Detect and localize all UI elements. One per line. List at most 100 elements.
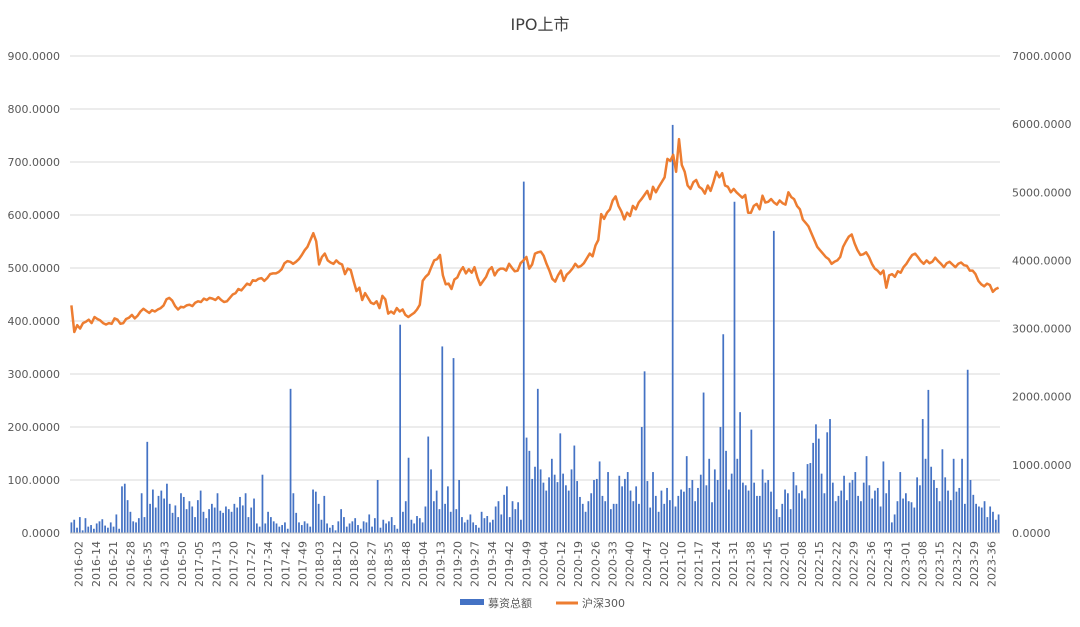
bar	[789, 509, 792, 533]
bar	[208, 509, 210, 533]
y-right-tick-label: 6000.0000	[1012, 118, 1072, 131]
bar	[101, 519, 104, 533]
bar	[573, 445, 576, 533]
x-tick-label: 2016-35	[142, 541, 155, 587]
x-tick-label: 2019-27	[469, 541, 482, 587]
bar	[123, 483, 126, 533]
x-tick-label: 2021-38	[744, 541, 757, 587]
bar	[744, 485, 747, 533]
bar	[907, 501, 910, 533]
bar	[267, 511, 269, 533]
bar	[188, 501, 191, 533]
bar	[132, 521, 135, 533]
bar	[219, 510, 222, 533]
bar	[143, 517, 146, 533]
bar	[660, 490, 663, 533]
bar	[233, 503, 236, 533]
bar	[227, 509, 230, 533]
bar	[522, 181, 525, 534]
bar	[933, 480, 935, 533]
bar	[404, 501, 407, 533]
bar	[713, 469, 716, 533]
bar	[118, 528, 121, 533]
bar	[657, 511, 660, 533]
bar	[368, 514, 371, 533]
x-tick-label: 2021-17	[693, 541, 706, 587]
bar	[579, 496, 581, 533]
y-left-tick-label: 300.0000	[8, 368, 61, 381]
bar	[317, 503, 320, 533]
legend-swatch-bar	[460, 599, 484, 605]
bar	[590, 493, 593, 533]
bar	[739, 412, 741, 533]
bar	[761, 469, 764, 533]
bar	[253, 498, 255, 533]
bar	[969, 480, 972, 533]
bar	[137, 518, 140, 533]
bar	[494, 506, 497, 533]
bar	[826, 432, 829, 533]
bar	[938, 501, 941, 533]
x-tick-label: 2020-04	[538, 541, 551, 587]
bar	[868, 485, 871, 533]
x-tick-label: 2017-42	[279, 541, 292, 587]
bar	[362, 521, 365, 533]
bar	[727, 489, 730, 533]
bar	[93, 528, 95, 533]
bar	[626, 472, 629, 533]
x-tick-label: 2017-20	[228, 541, 241, 587]
bar	[612, 503, 615, 533]
bar	[76, 527, 78, 533]
bar	[247, 517, 250, 533]
bar	[975, 503, 977, 533]
bar	[964, 503, 966, 533]
bar	[989, 506, 992, 533]
bar	[576, 481, 579, 533]
y-axis-left: 0.0000 100.0000 200.0000 300.0000 400.0000 50…	[8, 50, 61, 540]
bar	[449, 511, 452, 533]
bar	[199, 490, 202, 533]
bar	[70, 522, 73, 533]
bar	[536, 388, 539, 533]
bar	[615, 503, 618, 533]
bar	[475, 525, 477, 533]
bar	[216, 493, 219, 533]
y-left-tick-label: 0.0000	[22, 527, 61, 540]
bar	[357, 525, 359, 533]
bar	[542, 482, 545, 533]
bar	[697, 487, 699, 533]
bar	[820, 473, 823, 533]
x-tick-label: 2017-27	[245, 541, 258, 587]
x-tick-label: 2018-20	[348, 541, 361, 587]
bar	[185, 509, 188, 533]
bar	[733, 201, 736, 533]
bar	[997, 514, 1000, 533]
x-tick-label: 2017-13	[210, 541, 223, 587]
bar	[514, 509, 517, 533]
bar	[168, 503, 171, 533]
bar	[750, 429, 753, 533]
bar	[87, 526, 90, 533]
x-tick-label: 2023-08	[917, 541, 930, 587]
bar	[300, 525, 303, 533]
y-left-tick-label: 900.0000	[8, 50, 61, 63]
bar	[418, 518, 421, 533]
bar	[691, 480, 694, 533]
bar	[846, 500, 848, 533]
bar	[815, 424, 817, 533]
bar	[666, 487, 668, 533]
bar	[225, 506, 227, 533]
bar	[511, 501, 514, 533]
bar	[972, 494, 975, 533]
y-left-tick-label: 200.0000	[8, 421, 61, 434]
bar	[584, 511, 587, 533]
bar	[334, 530, 337, 533]
bar	[539, 469, 542, 533]
x-tick-label: 2016-14	[90, 541, 103, 587]
bar	[202, 511, 205, 533]
bar	[351, 521, 354, 533]
bar	[652, 472, 654, 533]
x-tick-label: 2017-34	[262, 541, 275, 587]
bar	[241, 505, 244, 533]
